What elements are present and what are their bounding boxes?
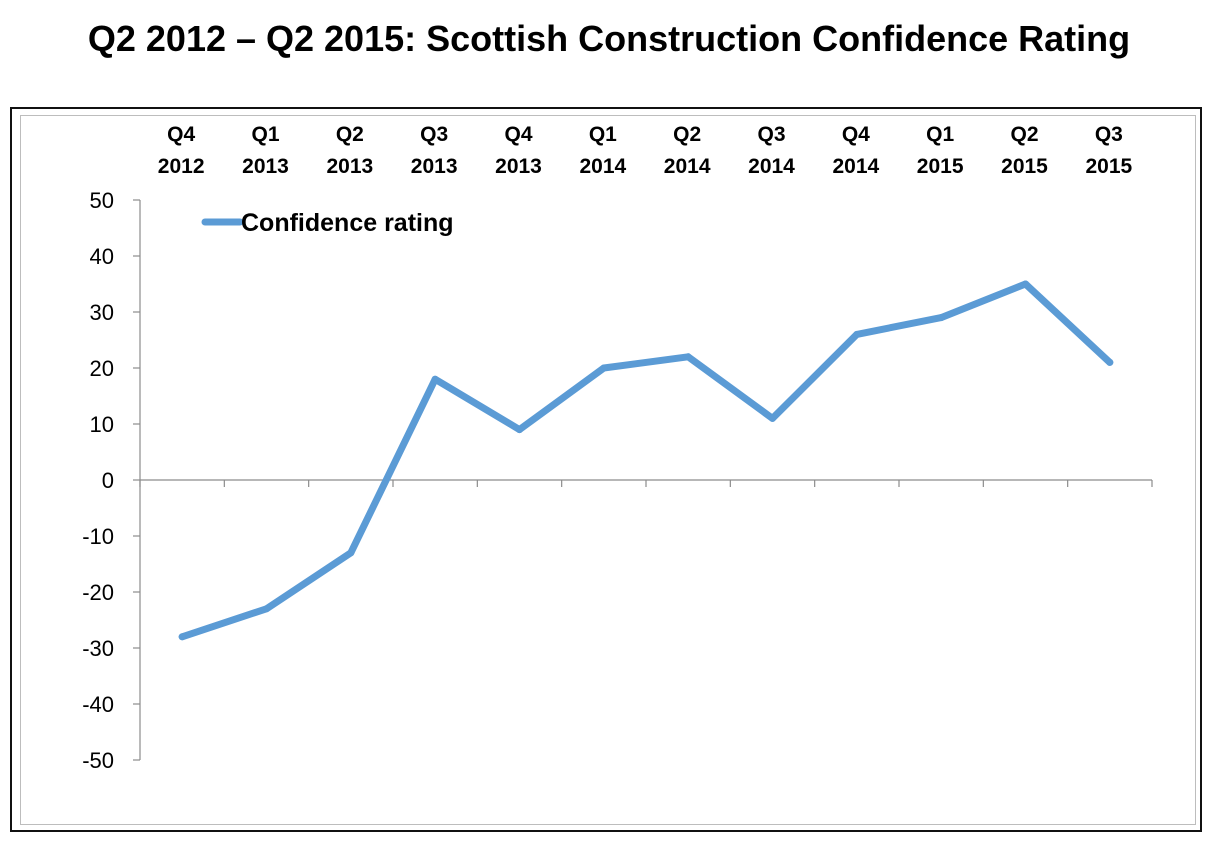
x-axis <box>139 479 1153 487</box>
data-point <box>431 375 439 383</box>
y-tick-label: 40 <box>90 244 114 269</box>
category-label-quarter: Q2 <box>336 123 364 146</box>
chart-outer-frame <box>10 107 1202 832</box>
category-label-quarter: Q1 <box>926 123 954 146</box>
data-point <box>347 549 355 557</box>
y-tick-label: -40 <box>82 692 114 717</box>
category-label-year: 2012 <box>158 155 205 178</box>
category-label-year: 2013 <box>242 155 289 178</box>
category-label-year: 2015 <box>1001 155 1048 178</box>
category-label-year: 2013 <box>326 155 373 178</box>
data-point <box>684 353 692 361</box>
category-label-year: 2014 <box>664 155 711 178</box>
legend: Confidence rating <box>201 209 454 237</box>
category-label-year: 2014 <box>748 155 795 178</box>
data-point <box>1106 358 1114 366</box>
data-point <box>263 605 270 613</box>
data-point <box>769 414 776 422</box>
y-tick-label: -50 <box>82 748 114 773</box>
y-tick-label: 0 <box>102 468 114 493</box>
category-label-year: 2015 <box>1085 155 1132 178</box>
category-label-year: 2014 <box>579 155 626 178</box>
category-labels: Q4 2012 Q1 2013 Q2 2013 Q3 2013 Q4 2013 Q1 2014 Q2 20… <box>158 123 1133 178</box>
y-tick-label: 10 <box>90 412 114 437</box>
category-label-quarter: Q3 <box>420 123 448 146</box>
data-point <box>600 364 608 372</box>
y-tick-label: -30 <box>82 636 114 661</box>
y-axis: 50 40 30 20 10 0 -10 -20 -30 -40 -50 <box>82 188 141 773</box>
category-label-quarter: Q2 <box>1010 123 1038 146</box>
category-label-quarter: Q1 <box>251 123 279 146</box>
category-label-quarter: Q2 <box>673 123 701 146</box>
chart-plot-frame <box>20 115 1196 825</box>
data-point <box>1022 280 1029 288</box>
y-tick-label: 30 <box>90 300 114 325</box>
data-point <box>516 426 523 434</box>
category-label-quarter: Q4 <box>167 123 195 146</box>
data-point <box>178 633 186 641</box>
category-label-quarter: Q3 <box>757 123 785 146</box>
category-label-year: 2013 <box>411 155 458 178</box>
y-tick-label: 20 <box>90 356 114 381</box>
category-label-quarter: Q3 <box>1095 123 1123 146</box>
data-point <box>937 314 945 322</box>
series-lines <box>178 280 1114 641</box>
y-tick-label: 50 <box>90 188 114 213</box>
data-point <box>853 330 861 338</box>
category-label-quarter: Q4 <box>842 123 870 146</box>
category-label-year: 2015 <box>917 155 964 178</box>
chart-title: Q2 2012 – Q2 2015: Scottish Construction… <box>87 18 1131 59</box>
series-line <box>178 280 1114 641</box>
category-label-quarter: Q1 <box>589 123 617 146</box>
category-label-year: 2013 <box>495 155 542 178</box>
y-tick-label: -10 <box>82 524 114 549</box>
category-label-quarter: Q4 <box>504 123 532 146</box>
legend-label: Confidence rating <box>241 209 454 237</box>
category-label-year: 2014 <box>832 155 879 178</box>
y-tick-label: -20 <box>82 580 114 605</box>
